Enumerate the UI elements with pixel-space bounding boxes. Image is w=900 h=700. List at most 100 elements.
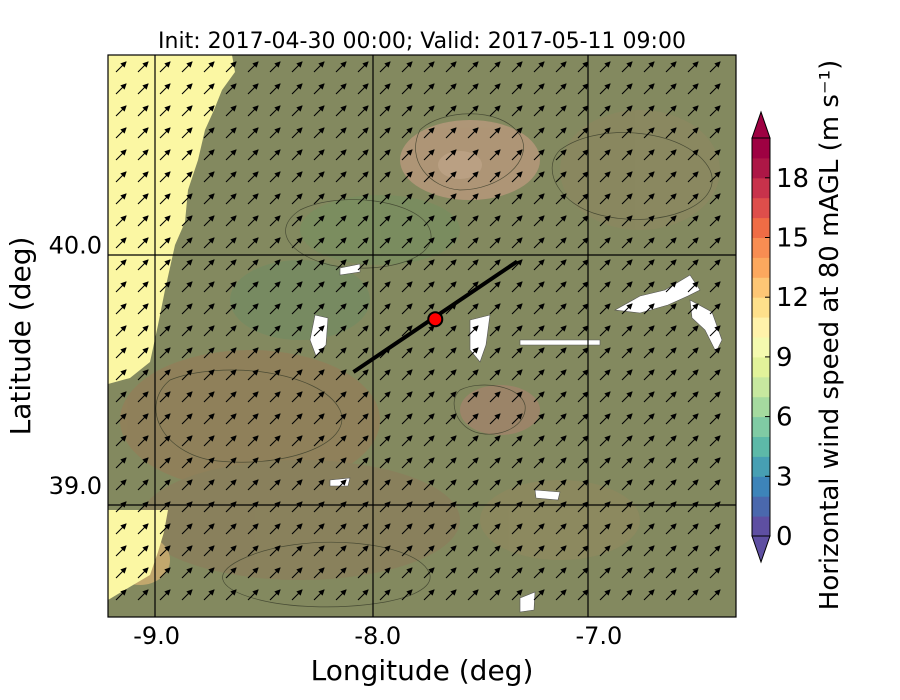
wind-vector: [401, 303, 413, 315]
wind-vector: [379, 523, 391, 535]
wind-vector: [489, 281, 501, 293]
wind-vector: [335, 479, 347, 491]
wind-vector: [599, 83, 611, 95]
wind-vector: [401, 149, 413, 161]
wind-vector: [489, 479, 501, 491]
wind-vector: [665, 259, 677, 271]
wind-vector: [687, 501, 699, 513]
wind-vector: [137, 391, 149, 403]
wind-vector: [445, 435, 457, 447]
wind-vector: [687, 435, 699, 447]
wind-vector: [203, 303, 215, 315]
wind-vector: [489, 325, 501, 337]
wind-vector: [467, 435, 479, 447]
wind-vector: [687, 193, 699, 205]
wind-vector: [467, 501, 479, 513]
wind-vector: [313, 501, 325, 513]
wind-vector: [423, 127, 435, 139]
wind-vector: [115, 281, 127, 293]
wind-vector: [621, 61, 633, 73]
wind-vector: [467, 193, 479, 205]
wind-vector: [291, 435, 303, 447]
wind-vector: [555, 435, 567, 447]
wind-vector: [511, 325, 523, 337]
wind-vector: [203, 435, 215, 447]
wind-vector: [555, 501, 567, 513]
wind-vector: [379, 61, 391, 73]
wind-vector: [379, 83, 391, 95]
wind-vector: [225, 391, 237, 403]
colorbar-segment: [752, 138, 770, 159]
wind-vector: [555, 479, 567, 491]
wind-vector: [225, 347, 237, 359]
colorbar-extend-min: [751, 535, 771, 564]
wind-vector: [445, 149, 457, 161]
wind-vector: [357, 127, 369, 139]
wind-vector: [665, 523, 677, 535]
wind-vector: [533, 259, 545, 271]
wind-vector: [335, 127, 347, 139]
wind-vector: [401, 567, 413, 579]
wind-vector: [709, 501, 721, 513]
wind-vector: [599, 149, 611, 161]
wind-vector: [159, 171, 171, 183]
wind-vector: [665, 215, 677, 227]
colorbar-segment: [752, 317, 770, 338]
wind-vector: [533, 545, 545, 557]
wind-vector: [357, 61, 369, 73]
wind-vector: [643, 171, 655, 183]
wind-vector: [687, 545, 699, 557]
wind-vector: [291, 545, 303, 557]
wind-vector: [203, 61, 215, 73]
wind-vector: [115, 369, 127, 381]
wind-vector: [379, 105, 391, 117]
wind-vector: [379, 567, 391, 579]
wind-vector: [291, 127, 303, 139]
wind-vector: [269, 347, 281, 359]
wind-vector: [137, 567, 149, 579]
wind-vector: [489, 435, 501, 447]
wind-vector: [533, 127, 545, 139]
wind-vector: [511, 567, 523, 579]
wind-vector: [599, 457, 611, 469]
wind-vector: [401, 325, 413, 337]
wind-vector: [181, 457, 193, 469]
wind-vector: [291, 369, 303, 381]
wind-vector: [423, 523, 435, 535]
wind-vector: [665, 171, 677, 183]
wind-vector: [203, 325, 215, 337]
wind-vector: [423, 545, 435, 557]
wind-vector: [489, 237, 501, 249]
wind-vector: [401, 479, 413, 491]
wind-vector: [555, 193, 567, 205]
wind-vector: [159, 61, 171, 73]
wind-vector: [423, 567, 435, 579]
wind-vector: [159, 237, 171, 249]
x-axis-label: Longitude (deg): [311, 654, 534, 687]
wind-vector: [533, 501, 545, 513]
wind-vector: [621, 193, 633, 205]
wind-vector: [709, 83, 721, 95]
wind-vector: [379, 479, 391, 491]
wind-vector: [401, 193, 413, 205]
wind-vector: [313, 479, 325, 491]
wind-vector: [533, 303, 545, 315]
colorbar-tick-label: 6: [776, 403, 793, 433]
wind-vector: [533, 589, 545, 601]
wind-vector: [225, 501, 237, 513]
wind-vector: [379, 237, 391, 249]
wind-vector: [181, 479, 193, 491]
wind-vector: [379, 589, 391, 601]
colorbar-segment: [752, 496, 770, 517]
wind-vector: [665, 369, 677, 381]
wind-vector: [511, 149, 523, 161]
wind-vector: [115, 237, 127, 249]
wind-vector: [555, 61, 567, 73]
wind-vector: [313, 435, 325, 447]
wind-vector: [709, 259, 721, 271]
wind-vector: [423, 479, 435, 491]
wind-vector: [269, 479, 281, 491]
wind-vector: [467, 457, 479, 469]
wind-vector: [665, 413, 677, 425]
wind-vector: [533, 567, 545, 579]
